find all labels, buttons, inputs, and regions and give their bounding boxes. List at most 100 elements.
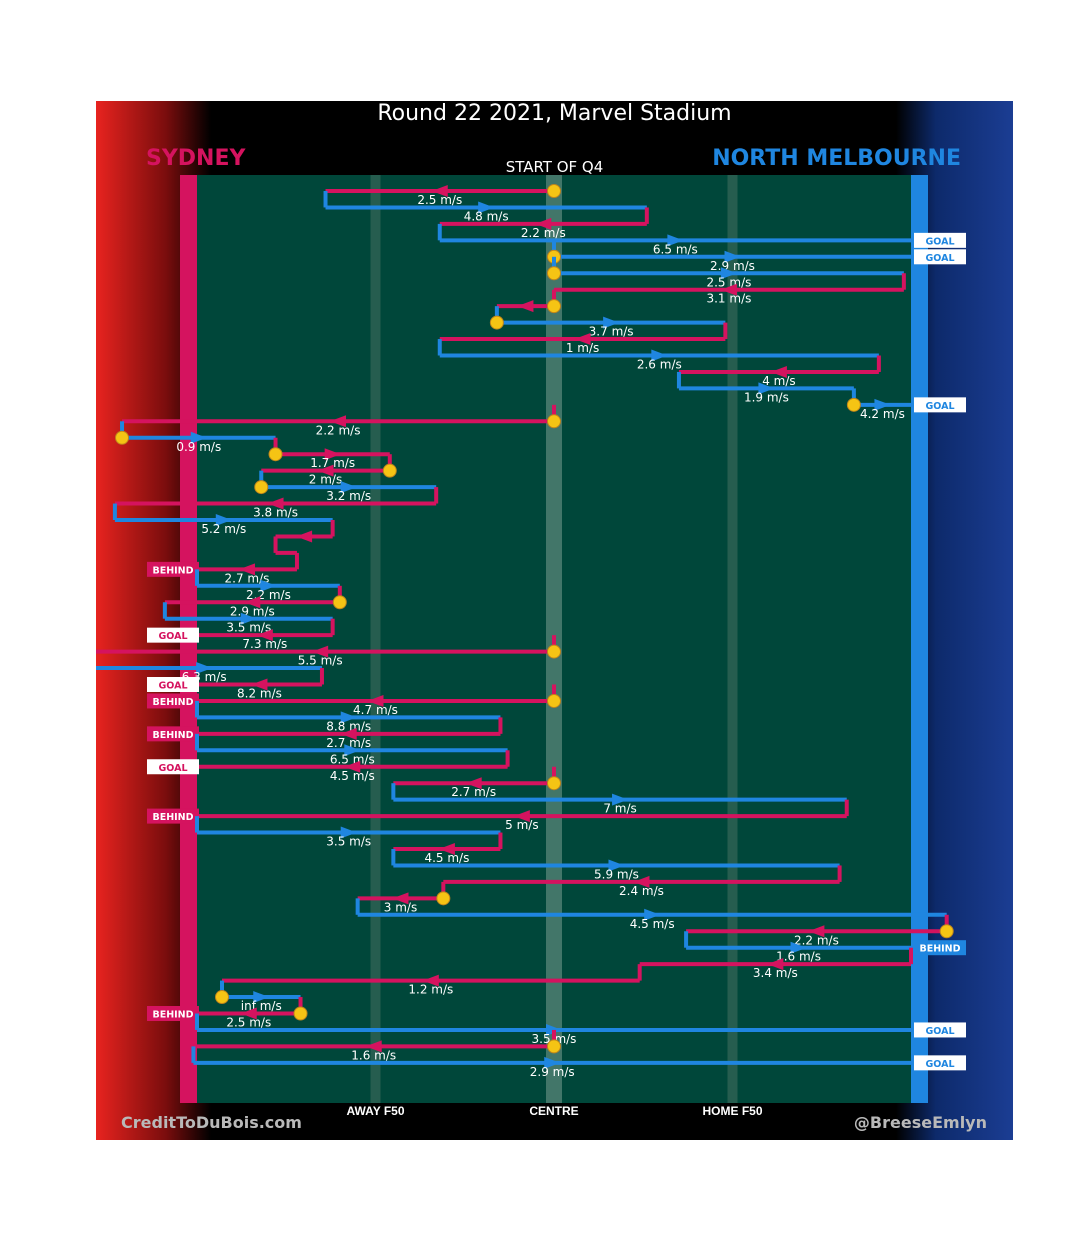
chain-arrow (190, 431, 207, 444)
stoppage-marker (547, 776, 561, 791)
chain-arrow (251, 678, 268, 691)
chain-speed-label: 1 m/s (566, 341, 599, 355)
stoppage-marker (547, 184, 561, 198)
chain-arrow (478, 201, 495, 214)
chain-speed-label: 5.5 m/s (298, 654, 343, 668)
chain-arrow (240, 1007, 257, 1020)
chain-arrow (240, 612, 257, 625)
stoppage-marker (489, 315, 504, 330)
result-badge-label: BEHIND (919, 944, 960, 955)
chain-speed-label: 3.5 m/s (326, 835, 371, 849)
chain-speed-label: 2.9 m/s (710, 259, 755, 273)
chain-speed-label: 2.4 m/s (619, 884, 664, 898)
chain-speed-label: 2 m/s (309, 473, 342, 487)
chain-speed-label: 3.4 m/s (753, 966, 798, 980)
chain-arrow (758, 382, 775, 395)
result-badge-label: GOAL (925, 236, 954, 247)
chain-arrow (344, 744, 361, 757)
chain-arrow (340, 826, 357, 839)
stoppage-marker (939, 924, 954, 939)
chain-speed-label: 4 m/s (762, 374, 795, 388)
stoppage-marker (547, 1039, 561, 1054)
chain-arrow (633, 875, 650, 888)
result-badge (147, 693, 199, 709)
chain-speed-label: 5 m/s (505, 818, 538, 832)
chain-speed-label: 2.9 m/s (530, 1065, 575, 1079)
stoppage-marker (547, 414, 561, 429)
chain-arrow (365, 1040, 382, 1053)
chain-speed-label: 4.5 m/s (424, 851, 469, 865)
chart-title: Round 22 2021, Marvel Stadium (377, 101, 732, 126)
chain-arrow (367, 694, 384, 707)
result-badge (147, 677, 199, 692)
result-badge (914, 249, 966, 265)
chain-arrow (465, 777, 482, 790)
chain-speed-label: 1.7 m/s (310, 456, 355, 470)
chain-arrow (720, 283, 737, 296)
result-badge-label: BEHIND (152, 697, 193, 708)
chain-arrow (324, 448, 341, 461)
result-badge (147, 1006, 199, 1021)
stoppage-marker (547, 266, 561, 281)
chain-speed-label: 1.6 m/s (351, 1048, 396, 1062)
chain-speed-label: 3.1 m/s (706, 292, 751, 306)
chain-arrow (340, 727, 357, 740)
result-badge-label: GOAL (158, 631, 187, 642)
chain-arrow (667, 234, 684, 247)
chain-arrow (874, 398, 891, 411)
chain-speed-label: 2.9 m/s (230, 604, 275, 618)
chain-arrow (330, 415, 347, 428)
chain-arrow (574, 333, 591, 346)
chain-arrow (340, 711, 357, 724)
chain-speed-label: 6.5 m/s (653, 242, 698, 256)
chain-speed-label: 5.2 m/s (201, 522, 246, 536)
field-marker-band (370, 175, 381, 1103)
chain-arrow (238, 563, 255, 576)
stoppage-marker (115, 430, 130, 445)
chain-arrow (431, 185, 448, 197)
chain-arrow (517, 300, 534, 313)
team-right-label: NORTH MELBOURNE (712, 146, 961, 171)
result-badge-label: GOAL (158, 681, 187, 692)
chain-arrow (296, 530, 313, 543)
chain-arrow (260, 579, 277, 592)
chain-speed-label: 4.5 m/s (330, 769, 375, 783)
chain-speed-label: 3.8 m/s (253, 506, 298, 520)
chain-arrow (196, 662, 213, 675)
chain-speed-label: 1.2 m/s (408, 983, 453, 997)
chain-speed-label: 3.7 m/s (589, 325, 634, 339)
stoppage-marker (382, 463, 397, 478)
chart-frame: Round 22 2021, Marvel Stadium SYDNEY NOR… (96, 101, 1013, 1140)
chain-speed-label: 3.2 m/s (326, 489, 371, 503)
chain-arrow (724, 250, 741, 263)
field-marker-label: CENTRE (529, 1104, 578, 1118)
chain-speed-label: 2.5 m/s (706, 275, 751, 289)
chain-speed-label: 2.2 m/s (794, 933, 839, 947)
result-badge (147, 726, 199, 742)
result-badge-label: BEHIND (152, 730, 193, 741)
chain-arrow (535, 217, 552, 230)
result-badge (147, 561, 199, 577)
credit-right: @BreeseEmlyn (853, 1113, 987, 1132)
result-badge-label: GOAL (158, 763, 187, 774)
chain-speed-label: 4.5 m/s (630, 917, 675, 931)
chain-speed-label: 2.6 m/s (637, 358, 682, 372)
chain-arrow (644, 908, 661, 921)
result-badge-label: GOAL (925, 253, 954, 264)
chain-speed-label: 1.6 m/s (776, 950, 821, 964)
chain-arrow (267, 497, 284, 510)
stoppage-marker (214, 990, 229, 1005)
chain-speed-label: 3 m/s (384, 900, 417, 914)
chain-speed-label: 2.7 m/s (225, 571, 270, 585)
chain-speed-label: 7.3 m/s (242, 637, 287, 651)
chain-arrow (770, 365, 787, 378)
chain-speed-label: 0.9 m/s (176, 440, 221, 454)
chain-speed-label: 1.9 m/s (744, 390, 789, 404)
credit-left: CreditToDuBois.com (121, 1113, 302, 1132)
period-label: START OF Q4 (505, 158, 604, 176)
chain-speed-label: 6.5 m/s (330, 752, 375, 766)
chain-arrow (215, 514, 232, 526)
chain-arrow (720, 267, 737, 280)
stoppage-marker (254, 480, 269, 495)
